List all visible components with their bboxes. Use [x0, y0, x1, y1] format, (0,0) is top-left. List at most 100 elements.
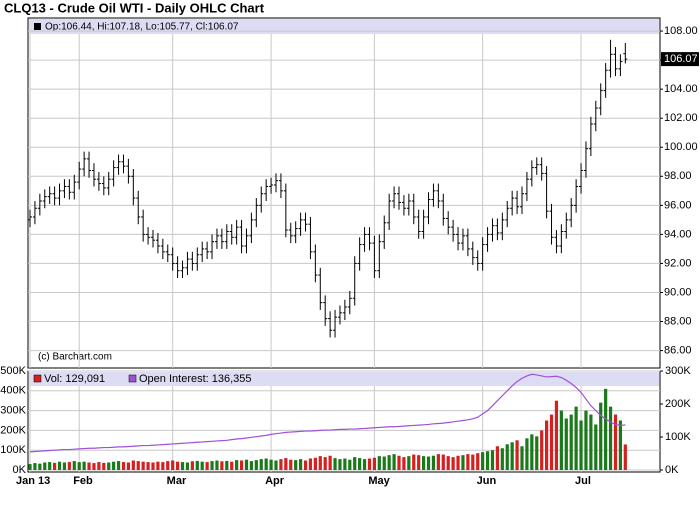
volume-bar	[323, 457, 327, 470]
volume-bar	[426, 456, 431, 470]
volume-bar	[259, 459, 263, 470]
price-legend-band	[29, 19, 659, 34]
volume-bar	[82, 461, 86, 470]
y-tick-label: 86.00	[664, 344, 692, 356]
x-tick-label: Apr	[265, 475, 285, 487]
volume-bar	[559, 410, 563, 470]
volume-bar	[220, 461, 224, 470]
volume-bar	[48, 462, 52, 470]
volume-bar	[77, 462, 81, 470]
volume-bar	[436, 454, 440, 470]
volume-bar	[126, 462, 130, 470]
volume-legend-band	[29, 372, 659, 386]
volume-bar	[210, 461, 214, 470]
volume-bar	[500, 448, 504, 470]
volume-bar	[387, 455, 391, 470]
volume-bar	[308, 458, 313, 470]
open-interest-line	[29, 373, 626, 453]
volume-bar	[608, 406, 613, 470]
volume-bar	[92, 463, 96, 470]
volume-bar	[362, 459, 367, 470]
volume-bar	[131, 460, 135, 470]
volume-bar	[279, 459, 283, 470]
x-tick-label: Feb	[73, 475, 93, 487]
volume-bar	[205, 462, 209, 470]
volume-bar	[190, 461, 194, 470]
volume-bar	[569, 414, 573, 470]
volume-bar	[490, 450, 495, 470]
volume-bar	[343, 458, 347, 470]
y-tick-label: 108.00	[664, 25, 698, 37]
volume-bar	[185, 462, 190, 470]
volume-bar	[57, 461, 62, 470]
volume-bar	[333, 458, 337, 470]
chart-title: CLQ13 - Crude Oil WTI - Daily OHLC Chart	[4, 0, 265, 15]
volume-bar	[328, 455, 332, 470]
volume-bar	[613, 414, 618, 470]
volume-bar	[599, 402, 603, 470]
y-tick-label: 100.00	[664, 141, 698, 153]
x-tick-label: Mar	[167, 475, 187, 487]
y2-tick-label: 300K	[665, 365, 691, 377]
volume-bar	[412, 454, 416, 470]
volume-bar	[382, 456, 386, 470]
volume-bar	[102, 462, 106, 470]
volume-bar	[564, 418, 568, 470]
volume-bar	[397, 455, 401, 470]
y-tick-label: 96.00	[664, 199, 692, 211]
volume-bar	[176, 461, 180, 470]
volume-bar	[525, 438, 529, 470]
y-tick-label: 104.00	[664, 83, 698, 95]
legend-label: Vol: 129,091	[44, 373, 105, 385]
volume-bar	[549, 414, 554, 470]
volume-bar	[554, 400, 559, 470]
volume-bar	[28, 464, 32, 470]
volume-bar	[623, 444, 627, 470]
x-tick-label: Jul	[575, 475, 591, 487]
volume-bar	[239, 460, 244, 470]
volume-bar	[422, 456, 426, 470]
volume-bar	[495, 446, 499, 470]
volume-bar	[289, 459, 293, 470]
volume-bar	[530, 434, 534, 470]
volume-bar	[180, 462, 185, 470]
y2-tick-label: 0K	[665, 464, 679, 476]
volume-bar	[618, 420, 622, 470]
volume-bar	[604, 388, 608, 470]
y-tick-label: 88.00	[664, 315, 692, 327]
y2-tick-label: 100K	[665, 431, 691, 443]
volume-bar	[254, 460, 258, 470]
volume-bar	[589, 414, 593, 470]
volume-bar	[136, 461, 140, 470]
volume-bar	[451, 457, 455, 470]
volume-bar	[481, 452, 485, 470]
volume-bar	[505, 444, 509, 470]
volume-bar	[195, 460, 199, 470]
volume-bar	[141, 461, 145, 470]
price-frame	[27, 17, 661, 369]
legend-swatch	[33, 374, 42, 383]
volume-bar	[377, 456, 381, 470]
volume-bar	[584, 410, 588, 470]
volume-bar	[545, 420, 549, 470]
y-tick-label: 102.00	[664, 112, 698, 124]
y-tick-label: 94.00	[664, 228, 692, 240]
volume-bar	[540, 430, 544, 470]
price-legend: Op:106.44, Hi:107.18, Lo:105.77, Cl:106.…	[45, 22, 239, 33]
y2-tick-label: 200K	[665, 398, 691, 410]
volume-bar	[520, 446, 524, 470]
volume-bar	[121, 462, 126, 470]
y-tick-label: 300K	[0, 405, 26, 417]
volume-bar	[62, 462, 67, 470]
volume-bar	[294, 460, 298, 470]
volume-bar	[151, 462, 155, 470]
volume-bar	[33, 463, 37, 470]
volume-bar	[407, 456, 411, 470]
volume-bar	[441, 454, 445, 470]
volume-bar	[579, 420, 583, 470]
volume-bar	[318, 456, 322, 470]
volume-bar	[156, 461, 160, 470]
volume-bar	[43, 462, 47, 470]
volume-bar	[299, 459, 303, 470]
